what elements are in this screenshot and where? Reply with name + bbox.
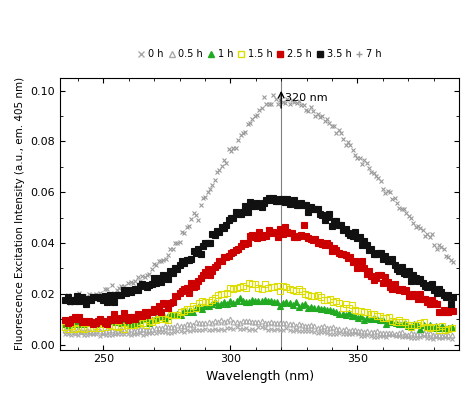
3.5 h [256,203,262,207]
1 h [390,320,395,324]
0.5 h [449,333,455,338]
0 h [427,336,433,340]
0.5 h [439,333,445,338]
0.5 h [162,324,168,329]
3.5 h [448,302,454,306]
1.5 h [63,324,68,329]
Line: 1.5 h: 1.5 h [63,280,455,333]
1 h [162,315,168,320]
Line: 7 h: 7 h [63,92,456,305]
1.5 h [390,319,395,324]
7 h [259,106,264,111]
3.5 h [261,201,267,205]
3.5 h [114,293,119,297]
1 h [399,322,405,327]
3.5 h [63,298,68,302]
0 h [449,336,455,341]
Legend: 0 h, 0.5 h, 1 h, 1.5 h, 2.5 h, 3.5 h, 7 h: 0 h, 0.5 h, 1 h, 1.5 h, 2.5 h, 3.5 h, 7 … [136,47,383,61]
7 h [67,300,73,305]
0.5 h [427,331,433,336]
X-axis label: Wavelength (nm): Wavelength (nm) [206,370,314,383]
7 h [450,259,456,264]
1 h [63,321,68,326]
0 h [153,331,158,336]
0 h [234,324,239,329]
2.5 h [202,269,208,274]
1 h [305,306,311,310]
Line: 2.5 h: 2.5 h [62,222,456,328]
3.5 h [201,244,206,248]
Y-axis label: Fluorescence Excitation Intensity (a.u., em. 405 nm): Fluorescence Excitation Intensity (a.u.,… [15,77,25,350]
2.5 h [259,235,264,240]
3.5 h [116,292,122,297]
1.5 h [436,328,442,333]
0 h [430,336,436,341]
2.5 h [301,223,306,228]
2.5 h [116,318,122,322]
0 h [390,332,395,337]
1 h [418,327,423,332]
0.5 h [390,330,395,335]
1.5 h [305,293,311,297]
1 h [449,324,455,329]
7 h [264,102,269,107]
1.5 h [246,281,252,285]
2.5 h [118,315,124,320]
7 h [322,119,328,123]
2.5 h [322,243,328,248]
7 h [118,284,124,289]
1.5 h [162,317,168,322]
0 h [63,332,68,336]
7 h [202,194,208,199]
0.5 h [153,326,158,330]
0.5 h [228,317,233,322]
0 h [399,335,405,339]
Line: 0 h: 0 h [63,324,454,341]
1 h [153,315,158,320]
1 h [237,295,243,300]
0.5 h [63,328,68,333]
3.5 h [450,295,456,299]
1.5 h [399,320,405,325]
2.5 h [91,322,96,327]
3.5 h [319,213,325,217]
7 h [116,285,122,290]
Line: 1 h: 1 h [63,295,455,332]
2.5 h [450,308,456,313]
0.5 h [399,330,405,335]
0 h [162,330,168,335]
Line: 3.5 h: 3.5 h [62,195,456,307]
0.5 h [305,324,311,329]
7 h [63,298,68,303]
1.5 h [449,325,455,330]
Line: 0.5 h: 0.5 h [63,317,454,338]
0 h [305,328,311,333]
1.5 h [427,326,433,331]
1.5 h [153,318,158,322]
3.5 h [266,195,272,200]
2.5 h [63,318,68,322]
Text: 320 nm: 320 nm [285,93,328,103]
1 h [430,325,436,330]
2.5 h [264,234,269,238]
7 h [270,92,276,97]
